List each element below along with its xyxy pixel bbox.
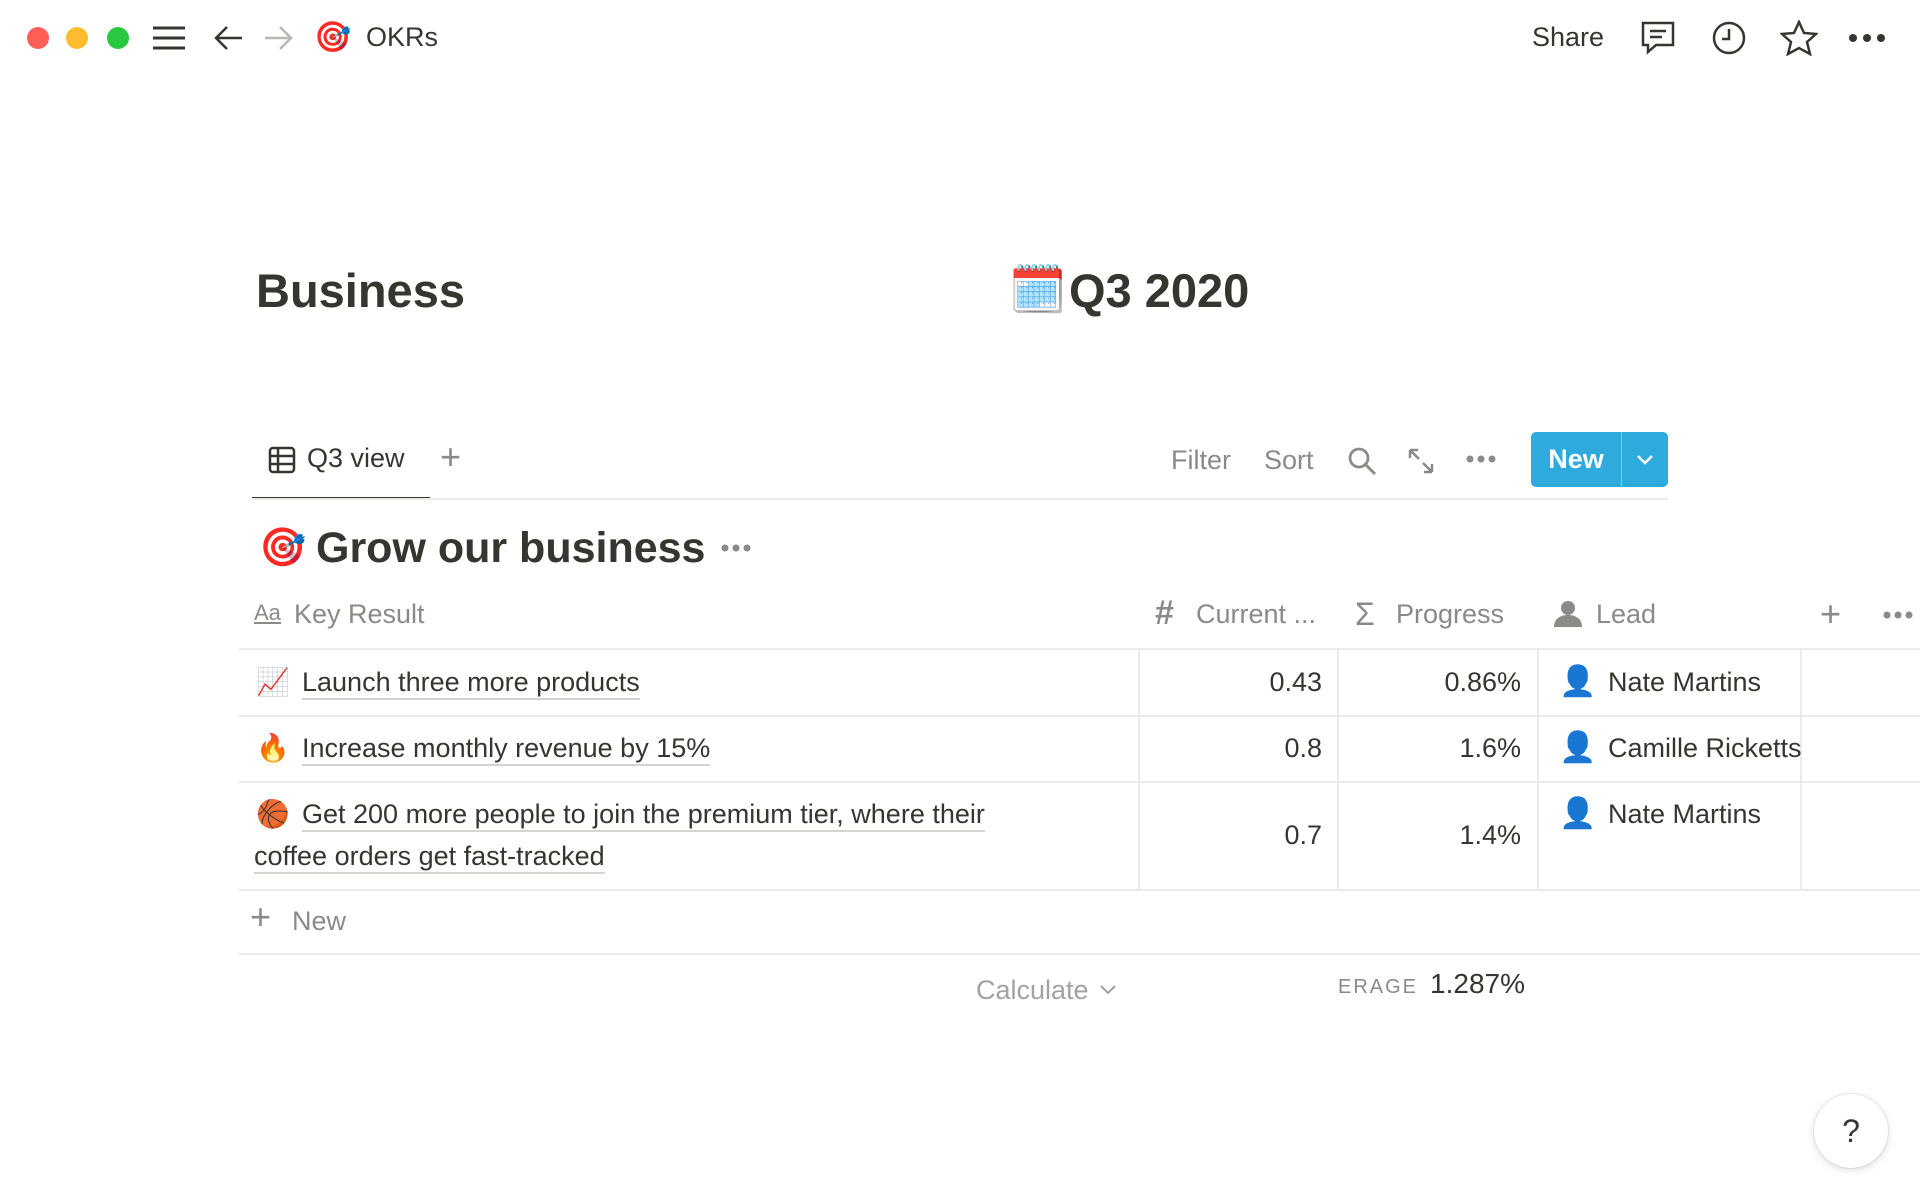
column-divider	[1138, 649, 1140, 890]
new-button[interactable]: New	[1548, 444, 1604, 474]
aggregate-value: 1.287%	[1430, 968, 1525, 999]
column-divider	[1800, 649, 1802, 890]
maximize-window-button[interactable]	[107, 27, 129, 49]
row-divider	[239, 781, 1920, 783]
close-window-button[interactable]	[27, 27, 49, 49]
row-icon: 🔥	[256, 733, 290, 763]
current-value[interactable]: 0.7	[1284, 820, 1322, 850]
add-property-button[interactable]: +	[1820, 593, 1842, 634]
history-icon[interactable]	[1709, 18, 1749, 58]
progress-aggregate[interactable]: ERAGE 1.287%	[1338, 968, 1525, 1008]
calculate-dropdown[interactable]: Calculate	[976, 970, 1117, 1010]
lead-name[interactable]: Camille Ricketts	[1608, 733, 1802, 763]
column-header-key-result[interactable]: Key Result	[294, 599, 425, 629]
column-header-current[interactable]: Current ...	[1196, 599, 1317, 629]
key-result-title[interactable]: Increase monthly revenue by 15%	[302, 733, 711, 767]
help-button[interactable]: ?	[1814, 1094, 1888, 1168]
group-title: Grow our business	[316, 524, 706, 572]
avatar: 👤	[1559, 665, 1597, 698]
comment-icon[interactable]	[1638, 18, 1678, 58]
lead-name[interactable]: Nate Martins	[1608, 667, 1762, 697]
new-dropdown-button[interactable]	[1622, 432, 1668, 487]
share-button[interactable]: Share	[1532, 22, 1605, 52]
row-icon: 📈	[256, 667, 290, 697]
tab-label: Q3 view	[307, 443, 405, 473]
formula-property-icon: Σ	[1355, 596, 1375, 632]
column-header-lead[interactable]: Lead	[1596, 599, 1657, 629]
row-divider	[239, 715, 1920, 717]
row-divider	[239, 953, 1920, 955]
table-icon	[268, 446, 296, 474]
group-icon: 🎯	[259, 527, 307, 569]
avatar: 👤	[1559, 731, 1597, 764]
key-result-title[interactable]: Get 200 more people to join the premium …	[302, 799, 985, 833]
more-options-icon[interactable]	[1466, 454, 1496, 464]
toolbar-divider	[252, 498, 1668, 500]
calculate-label: Calculate	[976, 974, 1089, 1005]
progress-value: 1.4%	[1459, 820, 1521, 850]
current-value[interactable]: 0.8	[1284, 733, 1322, 763]
plus-icon: +	[250, 896, 272, 937]
search-icon[interactable]	[1347, 446, 1377, 476]
current-value[interactable]: 0.43	[1269, 667, 1322, 697]
filter-button[interactable]: Filter	[1171, 445, 1231, 475]
lead-name[interactable]: Nate Martins	[1608, 799, 1762, 829]
forward-arrow-icon[interactable]	[258, 18, 298, 58]
page-title: Business	[256, 264, 465, 317]
chevron-down-icon	[1637, 454, 1653, 465]
row-icon: 🏀	[256, 799, 290, 829]
chevron-down-icon	[1099, 985, 1116, 995]
add-row-label: New	[292, 906, 347, 936]
more-icon[interactable]	[1847, 18, 1887, 58]
add-row-button[interactable]: + New	[250, 896, 450, 944]
person-icon	[1554, 601, 1582, 627]
add-view-button[interactable]: +	[440, 436, 462, 477]
minimize-window-button[interactable]	[66, 27, 88, 49]
progress-value: 1.6%	[1459, 733, 1521, 763]
page-icon: 🎯	[314, 21, 352, 54]
column-divider	[1537, 649, 1539, 890]
key-result-title[interactable]: Launch three more products	[302, 667, 640, 701]
properties-more-icon[interactable]	[1883, 610, 1913, 620]
progress-value: 0.86%	[1444, 667, 1521, 697]
menu-icon[interactable]	[149, 18, 189, 58]
aggregate-label: ERAGE	[1338, 976, 1419, 998]
column-header-progress[interactable]: Progress	[1396, 599, 1505, 629]
column-divider	[1337, 649, 1339, 890]
number-property-icon: #	[1155, 594, 1174, 632]
breadcrumb-okrs[interactable]: OKRs	[366, 22, 439, 52]
tab-q3-view[interactable]: Q3 view	[252, 440, 430, 498]
star-icon[interactable]	[1779, 18, 1819, 58]
key-result-title-continued[interactable]: coffee orders get fast-tracked	[254, 841, 605, 875]
expand-icon[interactable]	[1407, 447, 1435, 475]
back-arrow-icon[interactable]	[209, 18, 249, 58]
quarter-title: Q3 2020	[1069, 264, 1250, 317]
avatar: 👤	[1559, 797, 1597, 830]
sort-button[interactable]: Sort	[1264, 445, 1314, 475]
row-divider	[239, 889, 1920, 891]
new-button-group: New	[1531, 432, 1668, 487]
text-property-icon: Aa	[254, 600, 281, 625]
row-divider	[239, 648, 1920, 650]
group-more-icon[interactable]	[721, 543, 751, 553]
calendar-icon: 🗓️	[1009, 263, 1067, 315]
